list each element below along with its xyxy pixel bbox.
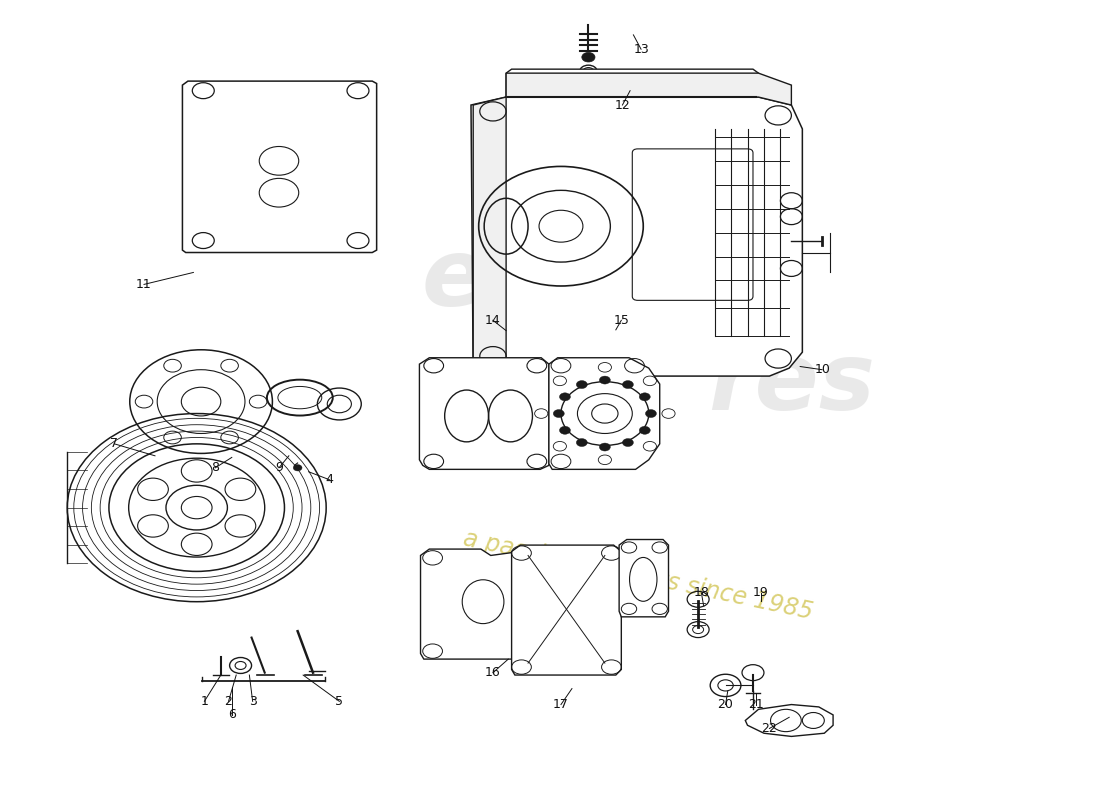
- Text: 21: 21: [748, 698, 764, 711]
- Text: 22: 22: [761, 722, 778, 735]
- Text: 17: 17: [553, 698, 569, 711]
- Text: 6: 6: [228, 709, 235, 722]
- Text: 10: 10: [814, 363, 830, 376]
- Circle shape: [294, 465, 302, 471]
- Circle shape: [600, 443, 610, 451]
- Polygon shape: [619, 539, 669, 617]
- Polygon shape: [506, 69, 759, 97]
- Text: a passion for parts since 1985: a passion for parts since 1985: [461, 526, 815, 624]
- Polygon shape: [471, 97, 802, 376]
- Text: 5: 5: [336, 695, 343, 708]
- Polygon shape: [473, 97, 506, 372]
- Circle shape: [646, 410, 657, 418]
- Text: 20: 20: [717, 698, 734, 711]
- Circle shape: [576, 438, 587, 446]
- Circle shape: [600, 376, 610, 384]
- Polygon shape: [746, 705, 833, 737]
- Text: 4: 4: [326, 474, 333, 486]
- Circle shape: [560, 426, 571, 434]
- Polygon shape: [420, 549, 546, 659]
- Text: 9: 9: [275, 462, 283, 474]
- Polygon shape: [506, 73, 791, 105]
- Text: res: res: [708, 338, 874, 430]
- Text: 2: 2: [224, 695, 232, 708]
- Text: 15: 15: [614, 314, 629, 326]
- Circle shape: [639, 393, 650, 401]
- Text: 18: 18: [693, 586, 710, 599]
- Circle shape: [639, 426, 650, 434]
- Text: 19: 19: [752, 586, 769, 599]
- Polygon shape: [419, 358, 549, 470]
- Circle shape: [623, 438, 634, 446]
- Polygon shape: [183, 81, 376, 253]
- Polygon shape: [512, 545, 621, 675]
- Text: 8: 8: [211, 462, 219, 474]
- Circle shape: [623, 381, 634, 389]
- Text: 13: 13: [634, 42, 649, 56]
- Text: 12: 12: [615, 98, 630, 111]
- Circle shape: [582, 53, 595, 62]
- Text: 1: 1: [200, 695, 208, 708]
- Polygon shape: [549, 358, 660, 470]
- Text: 11: 11: [136, 278, 152, 291]
- Text: 7: 7: [110, 438, 119, 450]
- Text: 16: 16: [485, 666, 501, 679]
- Text: 3: 3: [249, 695, 256, 708]
- Circle shape: [560, 393, 571, 401]
- Circle shape: [553, 410, 564, 418]
- Text: eurosp: eurosp: [421, 234, 789, 326]
- Circle shape: [576, 381, 587, 389]
- Text: 14: 14: [485, 314, 501, 326]
